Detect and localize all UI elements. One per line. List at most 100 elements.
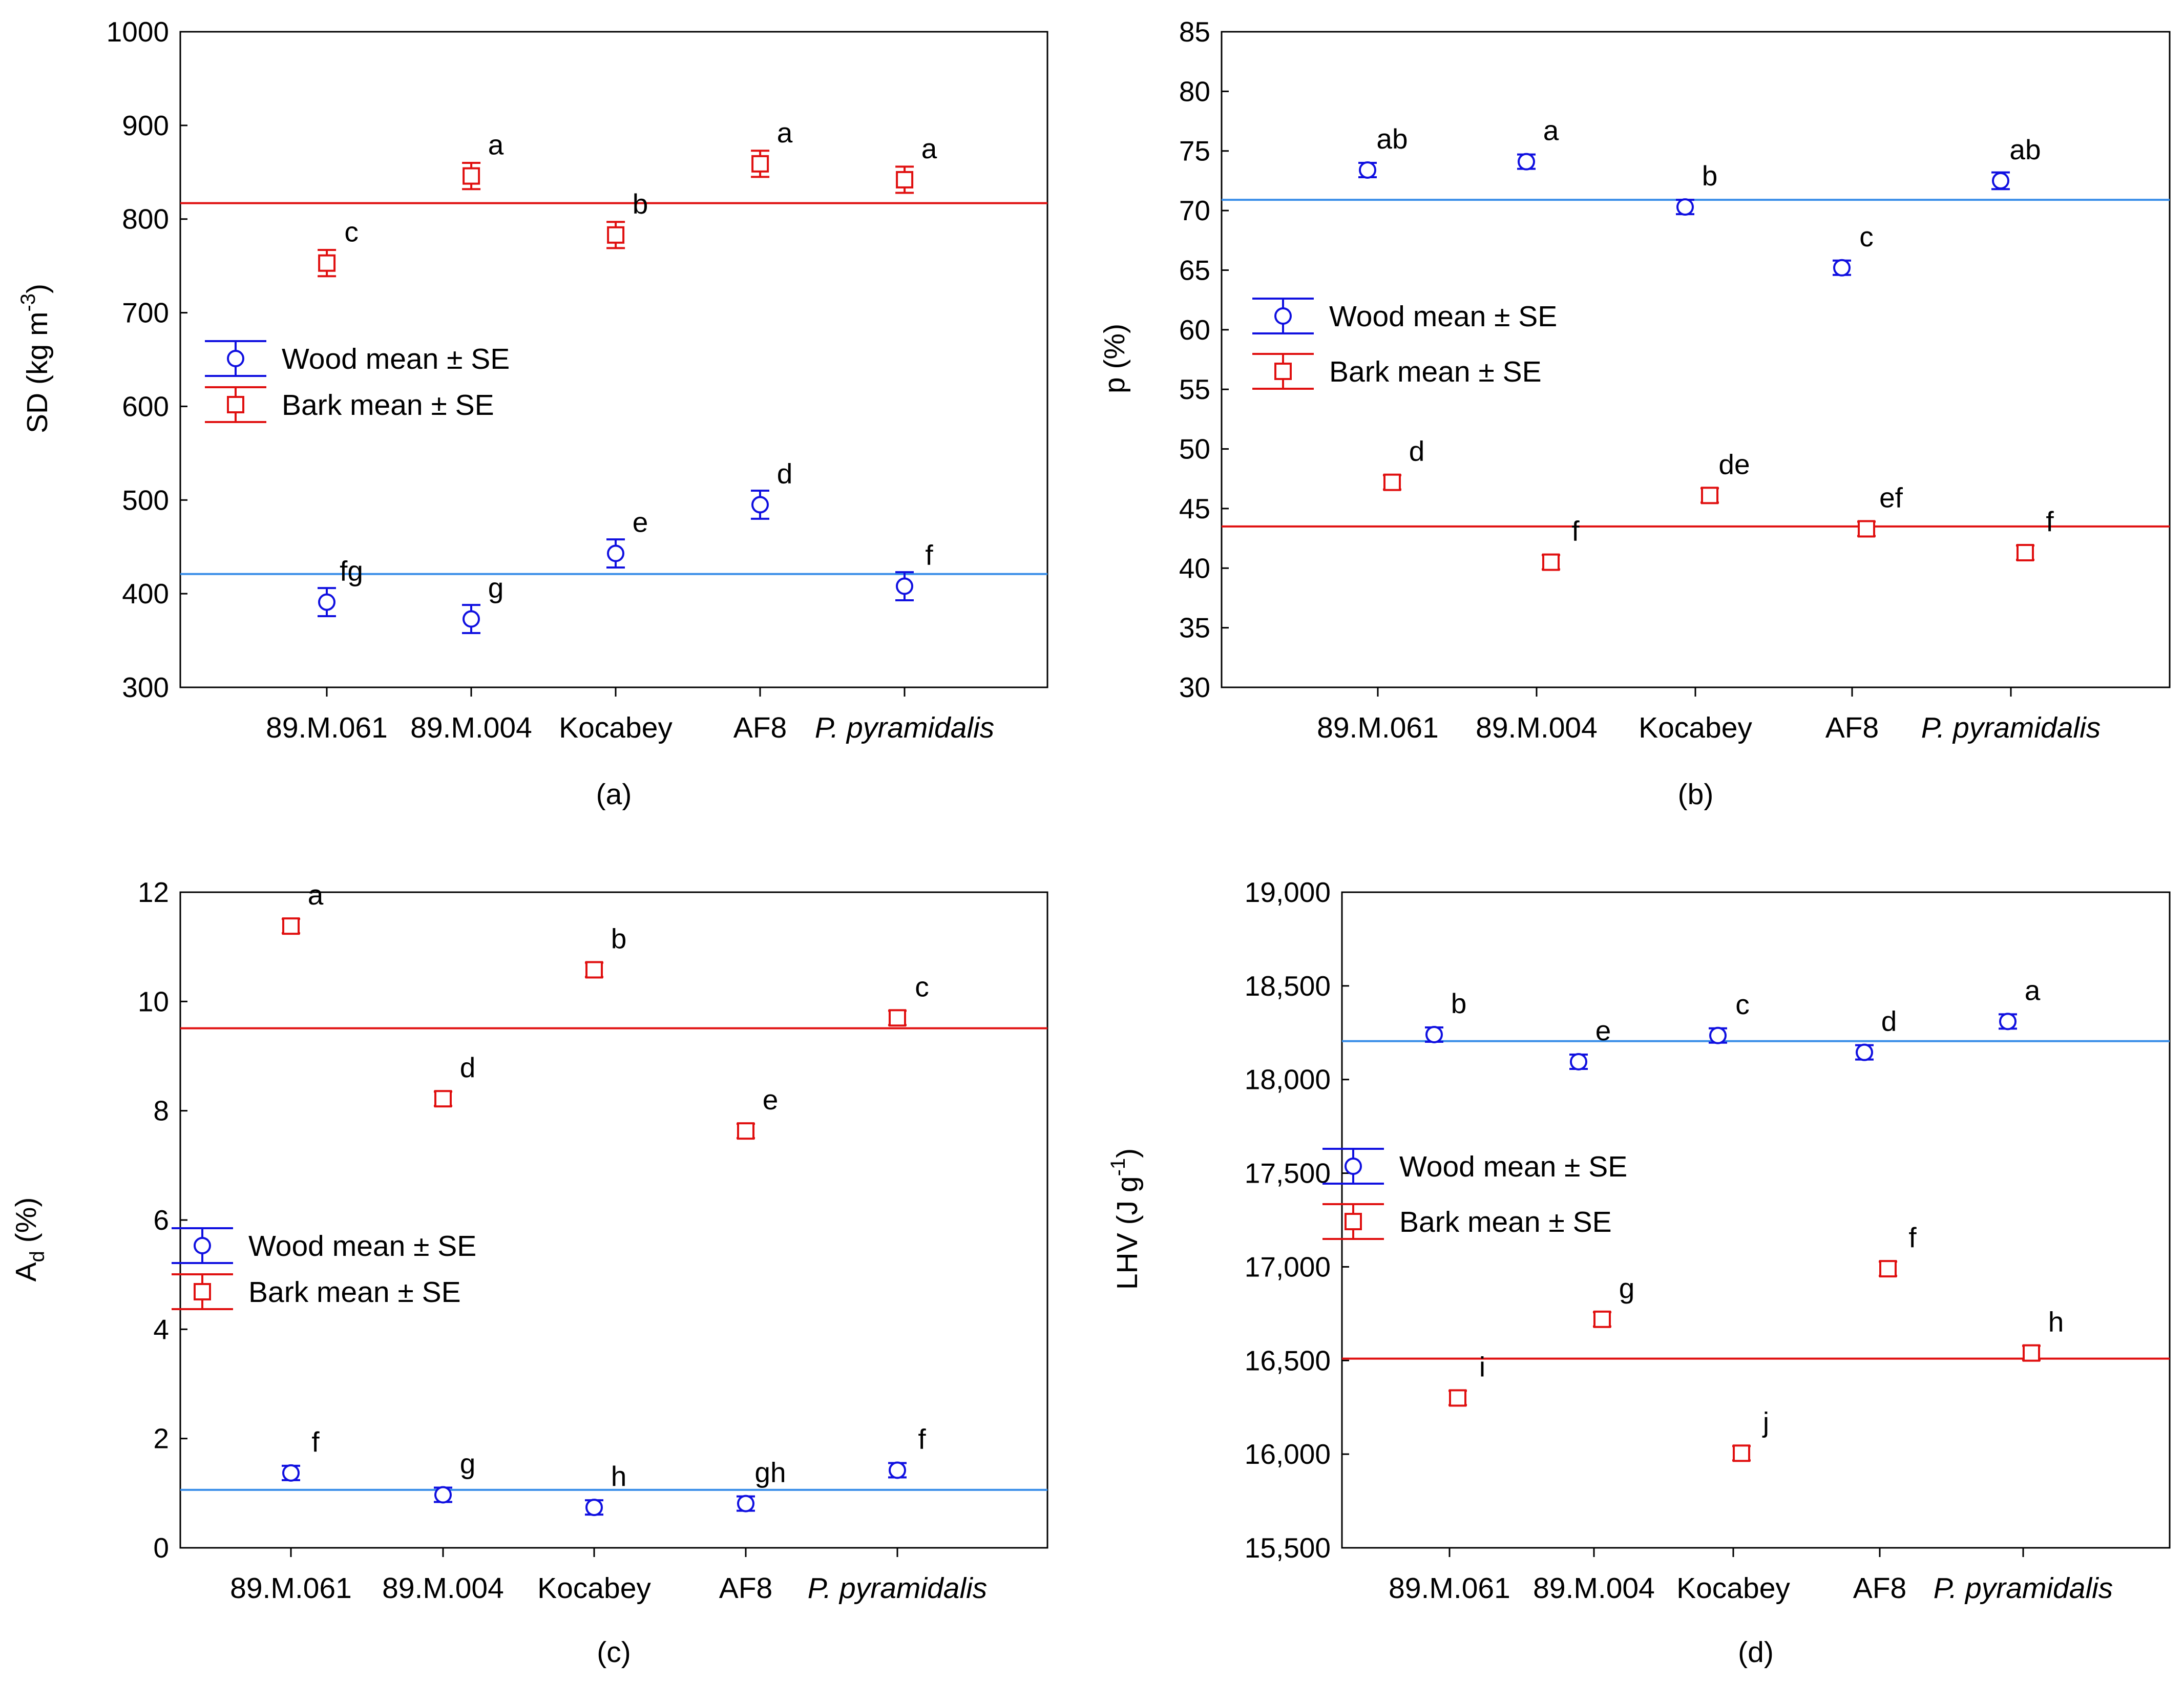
y-axis-title-sup: -3 [17, 293, 39, 312]
bark-point: f [2016, 506, 2054, 562]
x-tick-label: P. pyramidalis [1934, 1572, 2113, 1605]
legend-label-bark: Bark mean ± SE [248, 1276, 461, 1309]
x-tick-label: P. pyramidalis [1921, 711, 2101, 744]
bark-marker [434, 1090, 452, 1108]
plot-frame [179, 31, 1048, 688]
significance-letter: h [611, 1460, 627, 1492]
wood-marker [1856, 1043, 1873, 1061]
bark-marker [1733, 1444, 1750, 1462]
y-tick-label: 0 [153, 1532, 169, 1564]
panel-label: (b) [1678, 778, 1714, 811]
y-axis-title-close: ) [21, 284, 54, 293]
significance-letter: b [633, 188, 648, 220]
x-tick-label: 89.M.004 [1533, 1572, 1655, 1605]
wood-marker [607, 544, 624, 562]
significance-letter: a [921, 133, 937, 164]
x-tick-label: AF8 [733, 711, 787, 744]
bark-marker [2017, 544, 2034, 562]
y-tick-label: 55 [1179, 373, 1210, 405]
y-axis-title: SD (kg m-3) [17, 284, 54, 433]
significance-letter: c [1859, 221, 1874, 253]
y-tick-label: 300 [122, 671, 169, 703]
wood-marker [1425, 1025, 1443, 1043]
legend-marker-circle [227, 350, 244, 367]
significance-letter: f [1908, 1222, 1917, 1253]
significance-letter: ab [1376, 123, 1408, 155]
y-axis-title-base: p (%) [1098, 324, 1131, 393]
y-tick-label: 700 [122, 297, 169, 329]
y-axis-title: p (%) [1098, 324, 1131, 393]
bark-point: a [751, 117, 793, 178]
bark-point: b [585, 922, 626, 979]
significance-letter: a [488, 129, 504, 161]
y-axis-title: LHV (J g-1) [1107, 1148, 1144, 1290]
y-tick-label: 17,500 [1245, 1158, 1331, 1189]
y-tick-label: 70 [1179, 195, 1210, 226]
wood-point: f [888, 1423, 926, 1479]
significance-letter: fg [340, 555, 363, 587]
y-axis-title-base: LHV (J g [1111, 1176, 1144, 1290]
wood-point: c [1833, 221, 1874, 277]
bark-point: c [888, 971, 929, 1027]
x-tick-label: 89.M.061 [266, 711, 388, 744]
wood-marker [1359, 161, 1376, 179]
significance-letter: a [2025, 974, 2041, 1006]
y-tick-label: 60 [1179, 314, 1210, 346]
wood-point: c [1709, 989, 1750, 1044]
wood-marker [889, 1461, 906, 1479]
significance-letter: d [1409, 435, 1425, 467]
bark-marker [896, 171, 914, 188]
legend-label-wood: Wood mean ± SE [282, 343, 510, 375]
significance-letter: f [918, 1423, 926, 1455]
significance-letter: d [1881, 1005, 1897, 1037]
significance-letter: c [1735, 989, 1750, 1020]
significance-letter: d [777, 457, 793, 489]
x-tick-label: AF8 [719, 1572, 773, 1605]
y-tick-label: 16,000 [1245, 1438, 1331, 1470]
wood-marker [1676, 198, 1694, 216]
legend-item-bark: Bark mean ± SE [205, 386, 494, 423]
bark-point: e [737, 1084, 779, 1140]
x-tick-label: AF8 [1825, 711, 1879, 744]
y-axis-title-base: A [10, 1262, 43, 1281]
bark-point: g [1593, 1272, 1634, 1328]
bark-marker [1879, 1260, 1897, 1278]
wood-point: g [462, 572, 503, 634]
y-tick-label: 18,000 [1245, 1064, 1331, 1096]
wood-marker [585, 1499, 603, 1517]
bark-marker [318, 254, 336, 272]
bark-point: b [606, 188, 648, 249]
significance-letter: i [1479, 1351, 1485, 1382]
legend: Wood mean ± SE Bark mean ± SE [1252, 298, 1557, 390]
bark-point: a [462, 129, 504, 191]
bark-marker [751, 155, 769, 173]
significance-letter: h [2048, 1306, 2064, 1338]
legend: Wood mean ± SE Bark mean ± SE [172, 1227, 476, 1310]
significance-letter: g [460, 1448, 476, 1480]
x-tick-label: 89.M.061 [230, 1572, 352, 1605]
significance-letter: a [1543, 115, 1559, 146]
bark-point: j [1732, 1406, 1769, 1462]
chart-panel-2: 30 35 40 45 50 55 60 65 70 75 80 85 89.M.061 89.M.004… [1098, 16, 2171, 811]
significance-letter: c [915, 971, 929, 1002]
significance-letter: e [763, 1084, 779, 1116]
y-axis-title-close: ) [1111, 1148, 1144, 1158]
legend-label-wood: Wood mean ± SE [248, 1230, 476, 1263]
legend-item-wood: Wood mean ± SE [1322, 1148, 1627, 1185]
wood-point: ab [1991, 134, 2041, 191]
y-tick-label: 75 [1179, 135, 1210, 167]
y-tick-label: 4 [153, 1313, 169, 1345]
wood-point: g [434, 1448, 476, 1504]
legend-item-wood: Wood mean ± SE [1252, 298, 1557, 334]
wood-point: a [1517, 115, 1559, 171]
wood-point: d [1855, 1005, 1897, 1061]
y-tick-label: 500 [122, 484, 169, 516]
legend-marker-square [194, 1283, 211, 1300]
legend-label-bark: Bark mean ± SE [1399, 1206, 1612, 1238]
bark-marker [2023, 1344, 2040, 1362]
significance-letter: a [777, 117, 793, 149]
bark-point: i [1448, 1351, 1485, 1407]
legend-marker-circle [1345, 1158, 1362, 1175]
bark-point: a [282, 879, 324, 935]
wood-marker [1999, 1013, 2017, 1031]
